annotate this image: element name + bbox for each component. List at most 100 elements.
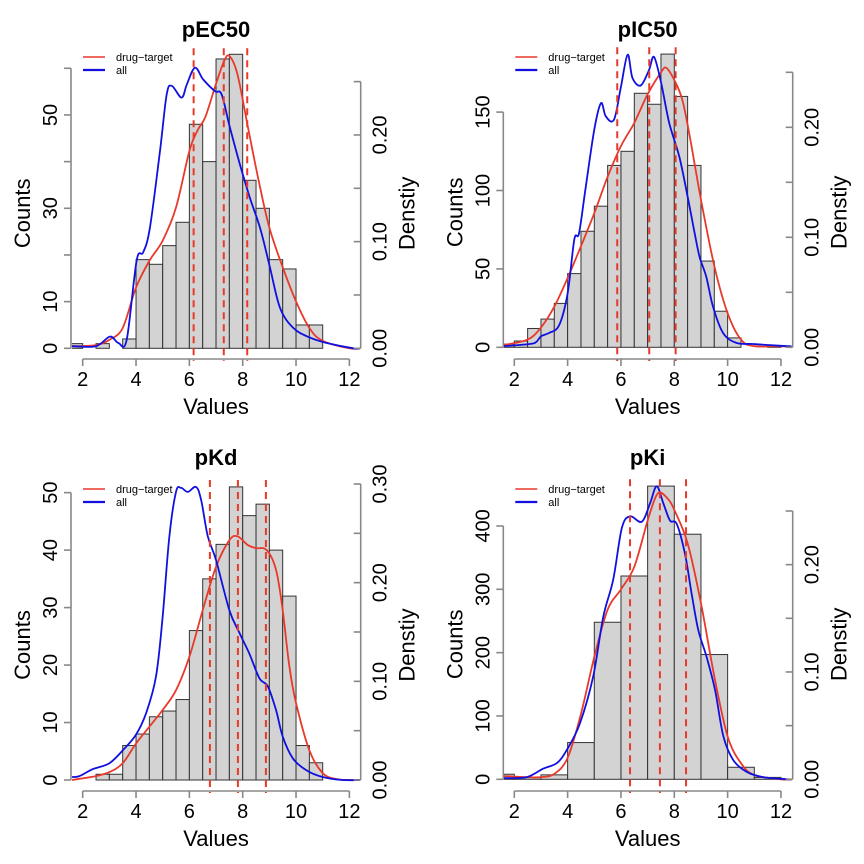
panel-pki: 0 100 200 300 400 Counts 0.00 0.10 0.20 Denstiy 2 4… — [442, 445, 851, 851]
histogram-bar — [108, 773, 124, 781]
y-axis-label: Counts — [442, 609, 467, 679]
left-axis-tick-label: 30 — [40, 197, 62, 219]
x-axis-tick-label: 8 — [669, 801, 680, 823]
right-axis-tick-label: 0.10 — [370, 662, 392, 701]
histogram-bar — [553, 302, 569, 348]
y-axis-label: Counts — [10, 178, 35, 248]
legend-label: drug−target — [116, 52, 173, 64]
x-axis-tick-label: 8 — [669, 369, 680, 391]
x-axis-label: Values — [615, 826, 681, 851]
x-axis-tick-label: 4 — [562, 801, 573, 823]
histogram-bar — [148, 716, 164, 781]
x-axis-tick-label: 10 — [285, 369, 307, 391]
histogram-bar — [647, 103, 662, 348]
left-axis-tick-label: 400 — [472, 509, 494, 542]
histogram-bar — [228, 53, 244, 349]
histogram-bar — [162, 710, 177, 781]
plot-area — [503, 53, 792, 349]
left-axis-tick-label: 100 — [472, 699, 494, 732]
density-curve-all — [72, 66, 361, 350]
right-axis-tick-label: 0.20 — [802, 108, 824, 147]
x-axis-tick-label: 2 — [509, 369, 520, 391]
right-axis-tick-label: 0.00 — [802, 760, 824, 799]
legend-label: drug−target — [116, 484, 173, 496]
histogram-bar — [660, 53, 675, 348]
right-axis-tick-label: 0.30 — [370, 465, 392, 504]
x-axis-label: Values — [615, 394, 681, 419]
right-axis-tick-label: 0.10 — [802, 218, 824, 257]
histogram-bar — [295, 745, 310, 781]
right-axis-tick-label: 0.20 — [802, 545, 824, 584]
density-curve-all — [72, 485, 361, 782]
plot-area — [72, 53, 361, 350]
right-axis-tick-label: 0.00 — [370, 761, 392, 800]
right-axis-tick-label: 0.00 — [370, 329, 392, 368]
legend-label: drug−target — [548, 52, 605, 64]
histogram-bar — [202, 161, 217, 349]
panel-pkd: 0 10 20 30 40 50 Counts 0.00 0.10 0.20 0.30 Denstiy… — [10, 445, 420, 851]
density-curve-drug-target — [72, 534, 361, 781]
legend-label: all — [116, 65, 127, 77]
histogram-bar — [633, 92, 649, 348]
histogram-bar — [215, 543, 230, 781]
x-axis-tick-label: 10 — [717, 369, 739, 391]
plot-area — [503, 485, 792, 781]
y2-axis-label: Denstiy — [395, 608, 420, 681]
left-axis-tick-label: 50 — [40, 482, 62, 504]
y-axis-label: Counts — [442, 177, 467, 247]
left-axis-tick-label: 100 — [472, 174, 494, 207]
histogram-bar — [162, 245, 177, 349]
histogram-bar — [282, 268, 297, 349]
x-axis-tick-label: 4 — [130, 369, 141, 391]
histogram-bar — [567, 742, 595, 780]
left-axis-tick-label: 0 — [40, 774, 62, 785]
y-axis-label: Counts — [10, 610, 35, 680]
legend-label: all — [548, 497, 559, 509]
left-axis-tick-label: 0 — [472, 342, 494, 353]
x-axis-tick-label: 2 — [509, 801, 520, 823]
plot-area — [72, 485, 361, 782]
right-axis-tick-label: 0.10 — [802, 653, 824, 692]
y2-axis-label: Denstiy — [395, 177, 420, 250]
histogram-bar — [647, 485, 675, 780]
x-axis-tick-label: 12 — [338, 801, 360, 823]
histogram-bar — [255, 503, 270, 781]
left-axis-tick-label: 40 — [40, 539, 62, 561]
left-axis-tick-label: 10 — [40, 291, 62, 313]
histogram-bar — [122, 745, 137, 781]
histogram-bar — [242, 179, 257, 349]
histogram-bar — [175, 699, 190, 781]
legend-label: all — [548, 65, 559, 77]
x-axis-tick-label: 12 — [770, 801, 792, 823]
panel-pec50: 0 10 30 50 Counts 0.00 0.10 0.20 Denstiy 2 4 6 8 10 12… — [10, 17, 420, 419]
histogram-bar — [700, 260, 715, 348]
x-axis-label: Values — [183, 826, 249, 851]
y2-axis-label: Denstiy — [827, 176, 852, 249]
legend-label: drug−target — [548, 484, 605, 496]
right-axis-tick-label: 0.10 — [370, 222, 392, 261]
histogram-bar — [620, 575, 649, 780]
x-axis-tick-label: 12 — [770, 369, 792, 391]
x-axis-label: Values — [183, 394, 249, 419]
histogram-bar — [228, 486, 244, 781]
left-axis-tick-label: 10 — [40, 711, 62, 733]
left-axis-tick-label: 50 — [40, 104, 62, 126]
legend-label: all — [116, 497, 127, 509]
histogram-bar — [255, 207, 270, 349]
chart-title: pKd — [195, 445, 238, 470]
density-curve-all — [503, 53, 792, 348]
x-axis-tick-label: 6 — [615, 369, 626, 391]
left-axis-tick-label: 30 — [40, 596, 62, 618]
y2-axis-label: Denstiy — [827, 608, 852, 681]
right-axis-tick-label: 0.00 — [802, 328, 824, 367]
x-axis-tick-label: 4 — [562, 369, 573, 391]
left-axis-tick-label: 0 — [40, 343, 62, 354]
x-axis-tick-label: 4 — [130, 801, 141, 823]
histogram-bar — [215, 58, 230, 349]
histogram-bar — [175, 221, 190, 349]
x-axis-tick-label: 6 — [615, 801, 626, 823]
